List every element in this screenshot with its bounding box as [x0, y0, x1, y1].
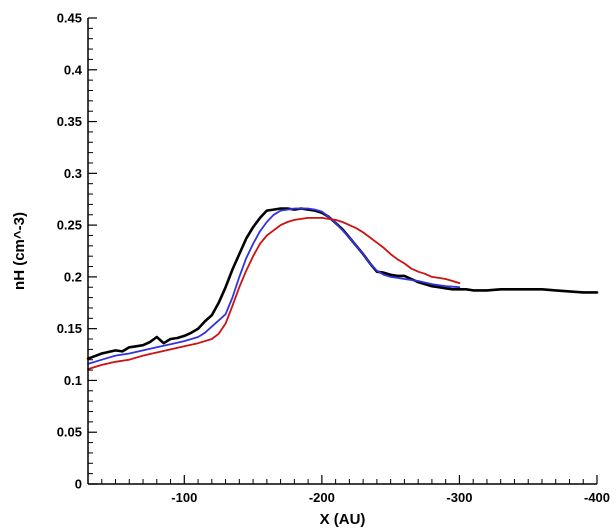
x-tick-label: -400	[584, 490, 610, 505]
y-tick-label: 0.45	[57, 11, 82, 26]
y-tick-label: 0.15	[57, 321, 82, 336]
y-tick-label: 0.4	[64, 62, 83, 77]
x-tick-label: -100	[171, 490, 197, 505]
y-tick-label: 0	[75, 477, 82, 492]
y-tick-label: 0.3	[64, 166, 82, 181]
series-line-1	[86, 207, 599, 361]
y-tick-label: 0.2	[64, 269, 82, 284]
series-line-3	[87, 216, 461, 371]
x-tick-label: -200	[309, 490, 335, 505]
tick-layer: 0 0.05 0.1 0.15 0.2 0.25 0.3 0.35 0.4 0.45 -100 -20…	[57, 11, 610, 506]
x-tick-label: -300	[446, 490, 472, 505]
series-layer	[86, 207, 599, 371]
y-tick-label: 0.1	[64, 373, 82, 388]
axis-layer	[87, 18, 597, 485]
y-tick-label: 0.05	[57, 425, 82, 440]
y-tick-label: 0.35	[57, 114, 82, 129]
series-line-2	[87, 207, 461, 365]
x-axis-title: X (AU)	[320, 511, 366, 528]
y-axis-title: nH (cm^-3)	[11, 212, 28, 290]
y-tick-label: 0.25	[57, 218, 82, 233]
